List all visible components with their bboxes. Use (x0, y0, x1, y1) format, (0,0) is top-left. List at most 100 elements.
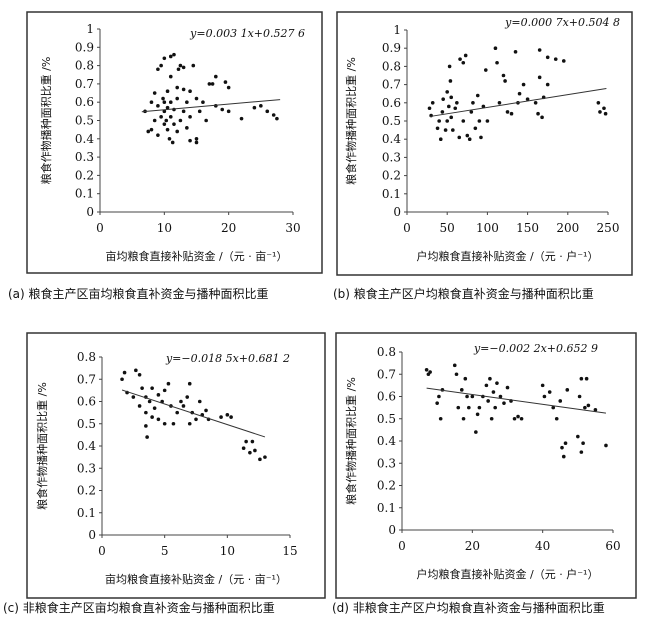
data-point (537, 75, 542, 80)
data-point (179, 399, 183, 404)
y-tick-label: 0.8 (377, 345, 396, 359)
data-point (505, 110, 510, 114)
data-point (454, 372, 459, 377)
y-tick-label: 0.3 (77, 461, 96, 475)
panel-caption: (b) 粮食主产区户均粮食直补资金与播种面积比重 (333, 286, 594, 301)
chart-panel-c: 0 0.1 0.2 0.3 0.4 0.5 0.6 0.7 0.8 0 5 10 15 y=−0.018 … (3, 332, 326, 615)
data-point (509, 111, 514, 116)
data-point (517, 91, 522, 96)
data-point (258, 457, 262, 462)
data-point (498, 394, 503, 399)
data-point (188, 115, 192, 119)
data-point (435, 401, 439, 405)
data-point (603, 111, 608, 116)
data-point (536, 111, 540, 116)
data-point (152, 406, 157, 410)
data-point (452, 363, 457, 368)
data-point (165, 89, 170, 94)
data-point (428, 370, 432, 374)
y-tick-label: 0.4 (75, 132, 94, 146)
panel-caption: (d) 非粮食主产区户均粮食直补资金与播种面积比重 (332, 600, 605, 615)
data-point (162, 388, 167, 393)
data-point (469, 110, 474, 114)
y-tick-label: 0.8 (75, 59, 94, 73)
trend-line (429, 88, 607, 118)
data-point (137, 404, 142, 408)
data-point (467, 137, 472, 141)
data-point (185, 126, 189, 130)
y-tick-label: 0.2 (382, 169, 401, 183)
data-point (459, 388, 464, 392)
data-point (519, 416, 524, 421)
x-tick-label: 20 (221, 221, 236, 235)
data-point (461, 60, 466, 65)
y-tick-label: 0.1 (377, 501, 396, 515)
data-point (162, 109, 167, 114)
y-tick-label: 0 (393, 205, 401, 219)
data-point (540, 383, 545, 388)
data-point (533, 101, 538, 105)
data-point (168, 74, 173, 79)
y-axis-title: 粮食作物播种面积比重 /% (39, 57, 53, 185)
data-point (250, 439, 255, 444)
data-point (467, 405, 471, 410)
y-tick-label: 0.6 (382, 96, 401, 110)
y-tick-label: 0 (388, 523, 396, 537)
data-point (214, 74, 218, 79)
data-point (447, 104, 451, 109)
data-point (457, 135, 462, 140)
data-point (497, 101, 502, 105)
data-point (162, 122, 167, 126)
data-point (207, 82, 212, 86)
data-point (144, 424, 148, 428)
data-point (551, 405, 556, 410)
data-point (576, 434, 580, 439)
y-tick-label: 0.8 (77, 350, 96, 364)
data-point (223, 80, 228, 84)
trend-line (121, 389, 266, 438)
data-point (170, 140, 175, 145)
data-point (547, 390, 552, 394)
data-point (483, 68, 488, 72)
x-axis-title: 亩均粮食直接补贴资金 /（元 · 亩⁻¹） (105, 572, 287, 586)
data-point (162, 56, 167, 61)
data-point (445, 119, 450, 123)
data-point (185, 100, 189, 104)
data-point (122, 370, 127, 375)
y-tick-label: 0.3 (75, 150, 94, 164)
y-tick-label: 0.2 (377, 479, 396, 493)
data-point (201, 100, 205, 104)
x-tick-label: 0 (98, 544, 106, 558)
data-point (448, 79, 453, 83)
data-point (194, 137, 199, 141)
data-point (140, 386, 144, 390)
data-point (244, 439, 248, 444)
y-tick-label: 1 (393, 23, 401, 37)
x-tick-label: 30 (285, 221, 300, 235)
data-point (194, 140, 199, 145)
data-point (162, 421, 167, 426)
data-point (493, 405, 497, 410)
data-point (465, 394, 469, 399)
y-tick-label: 0.5 (377, 412, 396, 426)
y-tick-label: 0.4 (377, 434, 396, 448)
data-point (168, 115, 173, 119)
data-point (521, 82, 526, 87)
x-tick-label: 10 (220, 544, 235, 558)
data-point (263, 455, 267, 459)
data-point (553, 57, 558, 61)
data-point (558, 399, 563, 403)
data-point (458, 57, 462, 61)
y-tick-label: 0.7 (77, 372, 96, 386)
data-point (503, 79, 507, 83)
data-point (449, 115, 454, 120)
data-point (156, 393, 161, 397)
data-point (197, 399, 202, 404)
data-point (146, 129, 151, 134)
data-point (495, 381, 499, 385)
x-tick-label: 60 (605, 539, 620, 553)
data-point (465, 133, 470, 138)
x-tick-label: 100 (476, 221, 499, 235)
